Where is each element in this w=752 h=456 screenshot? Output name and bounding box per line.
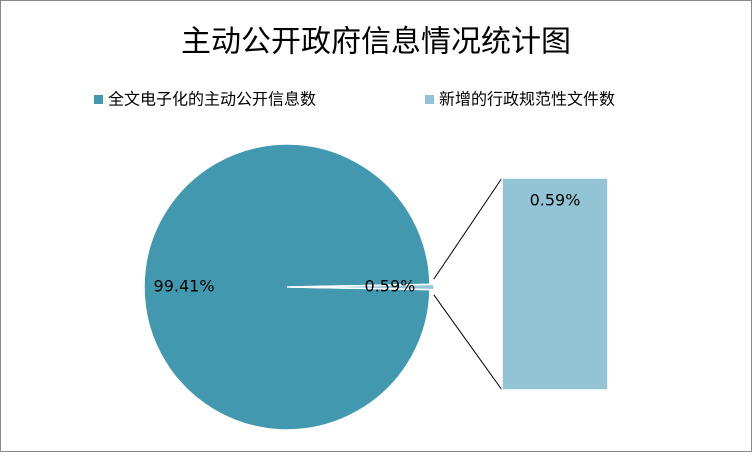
data-label: 99.41% <box>154 277 215 296</box>
connector <box>433 294 503 391</box>
chart-title: 主动公开政府信息情况统计图 <box>181 25 571 60</box>
legend-label: 新增的行政规范性文件数 <box>439 90 615 109</box>
pie-slice <box>143 143 431 431</box>
secondary-bar <box>501 177 609 391</box>
legend-label: 全文电子化的主动公开信息数 <box>108 90 316 109</box>
data-label: 0.59% <box>530 191 581 210</box>
legend-marker <box>94 95 103 104</box>
connector <box>433 177 503 280</box>
pie-slice <box>290 283 435 291</box>
data-label: 0.59% <box>365 277 416 296</box>
legend-marker <box>425 95 434 104</box>
